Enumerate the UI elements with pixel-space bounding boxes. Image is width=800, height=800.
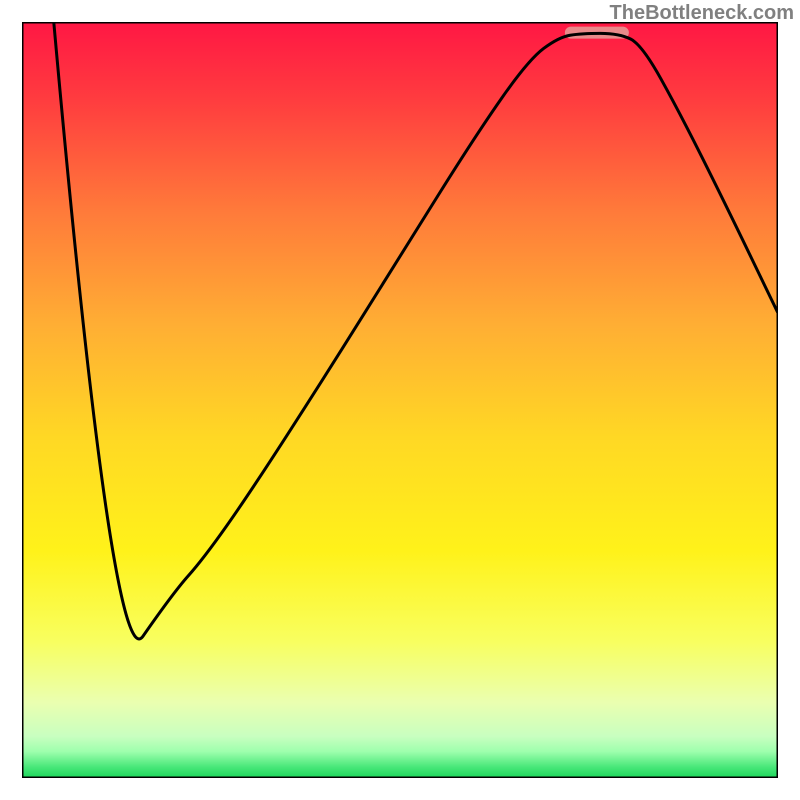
chart-plot-area xyxy=(22,22,778,778)
curve-line xyxy=(22,22,778,778)
watermark-text: TheBottleneck.com xyxy=(610,2,794,25)
